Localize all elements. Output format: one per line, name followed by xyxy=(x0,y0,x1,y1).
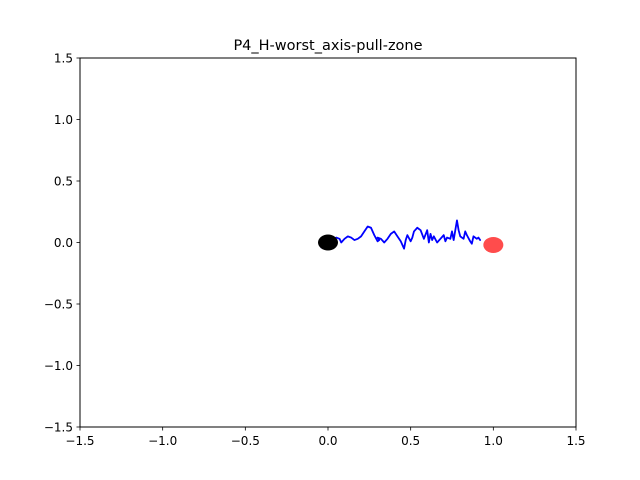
x-tick-label: 0.5 xyxy=(401,434,420,448)
y-tick-label: 0.0 xyxy=(54,236,73,250)
y-tick-label: −0.5 xyxy=(44,297,73,311)
y-tick-label: −1.0 xyxy=(44,359,73,373)
x-tick-label: 1.0 xyxy=(484,434,503,448)
y-tick-label: 1.0 xyxy=(54,113,73,127)
x-tick-label: 0.0 xyxy=(318,434,337,448)
trajectory-line xyxy=(318,219,482,250)
y-tick-label: −1.5 xyxy=(44,420,73,434)
target-marker xyxy=(483,236,504,253)
x-tick-label: −0.5 xyxy=(231,434,260,448)
x-tick-label: −1.5 xyxy=(65,434,94,448)
plot-frame xyxy=(79,57,577,428)
y-tick-label: 1.5 xyxy=(54,51,73,65)
chart-title: P4_H-worst_axis-pull-zone xyxy=(233,38,422,54)
start-marker xyxy=(318,234,338,251)
y-tick-label: 0.5 xyxy=(54,174,73,188)
x-tick-label: −1.0 xyxy=(148,434,177,448)
x-tick-label: 1.5 xyxy=(566,434,585,448)
data-marks xyxy=(318,219,504,253)
axes: −1.5 −1.0 −0.5 0.0 0.5 1.0 1.5 −1.5 −1.0 −0.5 0.0 0… xyxy=(44,51,586,448)
